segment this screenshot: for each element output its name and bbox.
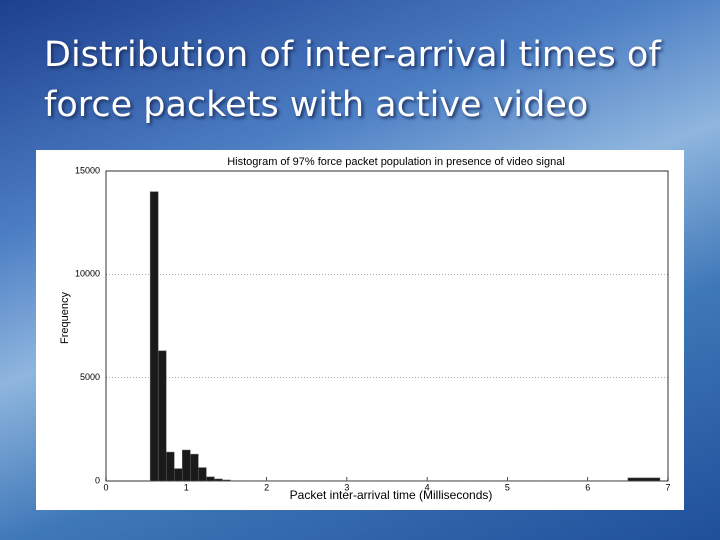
bar — [222, 479, 231, 482]
bar — [627, 477, 661, 482]
bar — [173, 468, 183, 482]
chart-title: Histogram of 97% force packet population… — [227, 156, 565, 168]
x-tick-label: 7 — [665, 482, 670, 492]
x-tick-label: 6 — [585, 482, 590, 492]
x-tick-label: 4 — [425, 482, 430, 492]
x-tick-label: 1 — [184, 482, 189, 492]
x-tick-label: 0 — [103, 482, 108, 492]
x-tick-label: 3 — [344, 482, 349, 492]
bar — [165, 451, 175, 482]
bar — [190, 453, 199, 482]
bar — [157, 350, 167, 482]
bar — [198, 467, 207, 482]
bar — [206, 476, 215, 482]
plot-frame — [105, 170, 669, 482]
bar — [214, 478, 223, 482]
x-axis-label: Packet inter-arrival time (Milliseconds) — [290, 488, 493, 502]
y-tick-label: 15000 — [75, 165, 100, 175]
y-tick-label: 0 — [95, 475, 100, 485]
y-tick-label: 10000 — [75, 269, 100, 279]
slide-title: Distribution of inter-arrival times of f… — [44, 35, 661, 125]
x-tick-label: 5 — [505, 482, 510, 492]
bar — [149, 191, 159, 482]
bar — [182, 449, 191, 482]
y-axis-label: Frequency — [59, 292, 71, 344]
y-tick-label: 5000 — [80, 372, 100, 382]
x-tick-label: 2 — [264, 482, 269, 492]
chart: Histogram of 97% force packet population… — [36, 150, 684, 510]
